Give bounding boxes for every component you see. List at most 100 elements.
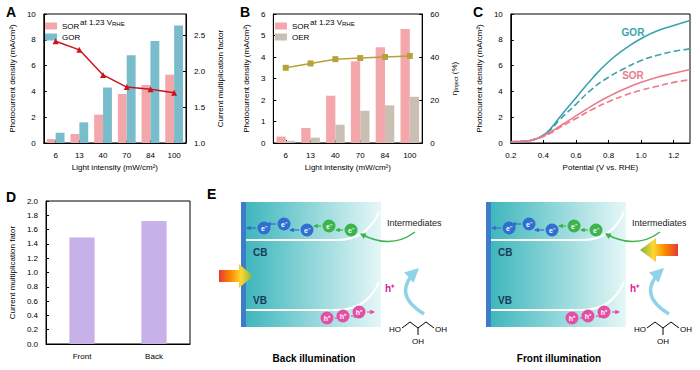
svg-text:20: 20: [430, 96, 439, 105]
svg-text:CB: CB: [498, 247, 512, 258]
svg-text:100: 100: [167, 151, 181, 160]
svg-text:A: A: [6, 4, 16, 20]
svg-text:3: 3: [261, 74, 266, 83]
svg-text:0.2: 0.2: [27, 325, 39, 334]
svg-text:1.0: 1.0: [27, 268, 39, 277]
svg-text:HO: HO: [389, 325, 401, 334]
svg-text:OH: OH: [657, 337, 669, 346]
svg-text:D: D: [6, 189, 16, 205]
svg-text:CB: CB: [253, 247, 267, 258]
svg-text:Photocurrent density (mA/cm²): Photocurrent density (mA/cm²): [475, 24, 484, 133]
svg-text:at 1.23 V: at 1.23 V: [310, 18, 343, 27]
svg-text:h⁺: h⁺: [356, 309, 363, 316]
svg-text:GOR: GOR: [62, 33, 80, 42]
svg-text:2: 2: [498, 113, 503, 122]
svg-text:10: 10: [27, 10, 36, 19]
svg-text:4: 4: [31, 87, 36, 96]
svg-text:Photocurrent density (mA/cm²): Photocurrent density (mA/cm²): [242, 24, 251, 133]
svg-text:e⁻: e⁻: [526, 221, 533, 228]
svg-text:Back illumination: Back illumination: [273, 353, 356, 364]
svg-text:e⁻: e⁻: [549, 227, 556, 234]
svg-text:0: 0: [31, 139, 36, 148]
svg-text:1.4: 1.4: [27, 239, 39, 248]
svg-text:e⁻: e⁻: [571, 223, 578, 230]
svg-text:h⁺: h⁺: [324, 315, 331, 322]
svg-text:2.0: 2.0: [27, 197, 39, 206]
svg-text:10: 10: [494, 10, 503, 19]
svg-text:40: 40: [99, 151, 108, 160]
svg-text:VB: VB: [498, 295, 512, 306]
svg-text:8: 8: [498, 35, 503, 44]
svg-text:Light intensity (mW/cm²): Light intensity (mW/cm²): [72, 163, 159, 172]
svg-text:SOR: SOR: [292, 22, 310, 31]
svg-text:OH: OH: [412, 337, 424, 346]
svg-text:Inject: Inject: [453, 76, 459, 91]
svg-text:HO: HO: [634, 325, 646, 334]
svg-text:13: 13: [75, 151, 84, 160]
svg-text:60: 60: [430, 10, 439, 19]
svg-text:RHE: RHE: [112, 21, 125, 27]
svg-text:1.2: 1.2: [27, 254, 39, 263]
svg-text:70: 70: [356, 151, 365, 160]
svg-text:Back: Back: [145, 352, 164, 361]
svg-text:0.0: 0.0: [27, 340, 39, 349]
svg-text:e⁻: e⁻: [593, 227, 600, 234]
svg-text:1.5: 1.5: [194, 103, 206, 112]
svg-text:Photocurrent density (mA/cm²): Photocurrent density (mA/cm²): [8, 24, 17, 133]
svg-text:6: 6: [284, 151, 289, 160]
svg-text:0.4: 0.4: [27, 311, 39, 320]
svg-text:13: 13: [306, 151, 315, 160]
svg-text:84: 84: [146, 151, 155, 160]
svg-text:2: 2: [31, 113, 36, 122]
svg-text:e⁻: e⁻: [281, 221, 288, 228]
svg-text:8: 8: [31, 35, 36, 44]
svg-text:4: 4: [498, 87, 503, 96]
svg-text:2: 2: [261, 96, 266, 105]
svg-text:1.0: 1.0: [194, 139, 206, 148]
svg-text:40: 40: [331, 151, 340, 160]
svg-text:1: 1: [261, 117, 266, 126]
svg-text:0.8: 0.8: [27, 282, 39, 291]
svg-text:(%): (%): [450, 61, 459, 76]
svg-text:1.6: 1.6: [27, 225, 39, 234]
svg-text:OH: OH: [435, 325, 447, 334]
svg-text:6: 6: [261, 10, 266, 19]
svg-text:h⁺: h⁺: [340, 313, 347, 320]
svg-text:B: B: [240, 4, 250, 20]
svg-text:Current multiplication factor: Current multiplication factor: [216, 29, 225, 127]
svg-text:1.8: 1.8: [27, 211, 39, 220]
svg-text:6: 6: [31, 61, 36, 70]
svg-text:Light intensity (mW/cm²): Light intensity (mW/cm²): [305, 163, 392, 172]
svg-text:h⁺: h⁺: [569, 315, 576, 322]
svg-text:84: 84: [381, 151, 390, 160]
svg-text:GOR: GOR: [622, 27, 646, 38]
svg-text:Front illumination: Front illumination: [517, 353, 601, 364]
svg-text:1.0: 1.0: [636, 151, 648, 160]
svg-text:2.0: 2.0: [194, 67, 206, 76]
svg-text:VB: VB: [253, 295, 267, 306]
svg-text:OH: OH: [680, 325, 692, 334]
svg-text:Current multiplication fator: Current multiplication fator: [8, 225, 17, 319]
svg-text:e⁻: e⁻: [304, 227, 311, 234]
svg-text:40: 40: [430, 53, 439, 62]
svg-text:70: 70: [122, 151, 131, 160]
svg-text:6: 6: [498, 61, 503, 70]
svg-text:1.2: 1.2: [668, 151, 680, 160]
svg-text:100: 100: [403, 151, 417, 160]
svg-text:e⁻: e⁻: [261, 225, 268, 232]
svg-text:SOR: SOR: [622, 70, 644, 81]
svg-text:h⁺: h⁺: [585, 313, 592, 320]
svg-text:e⁻: e⁻: [348, 227, 355, 234]
svg-text:e⁻: e⁻: [506, 225, 513, 232]
svg-text:SOR: SOR: [62, 22, 80, 31]
svg-text:at 1.23 V: at 1.23 V: [80, 18, 113, 27]
svg-text:h⁺: h⁺: [601, 309, 608, 316]
svg-text:h⁺: h⁺: [630, 283, 640, 294]
svg-text:0.6: 0.6: [27, 297, 39, 306]
svg-text:E: E: [207, 186, 216, 202]
svg-text:e⁻: e⁻: [326, 223, 333, 230]
svg-text:Front: Front: [73, 352, 92, 361]
svg-text:0.8: 0.8: [603, 151, 615, 160]
svg-text:0.6: 0.6: [570, 151, 582, 160]
svg-text:2.5: 2.5: [194, 31, 206, 40]
